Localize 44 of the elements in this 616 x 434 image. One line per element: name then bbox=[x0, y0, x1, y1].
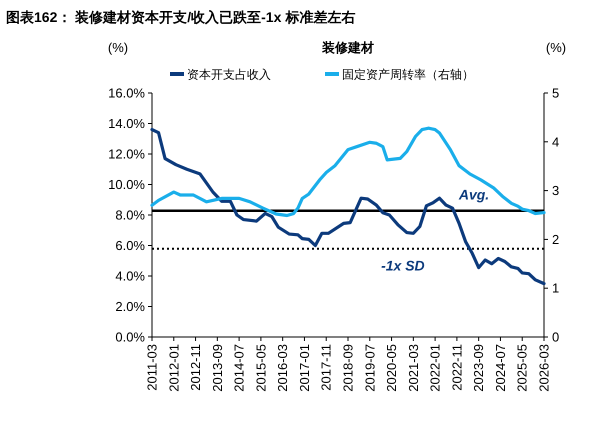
y-tick-label: 2.0% bbox=[115, 299, 146, 314]
y-tick-label: 8.0% bbox=[115, 208, 146, 222]
legend-label: 固定资产周转率（右轴） bbox=[342, 68, 474, 82]
x-tick-label: 2022-01 bbox=[428, 344, 443, 392]
x-tick-label: 2017-01 bbox=[296, 344, 312, 392]
x-tick-label: 2021-03 bbox=[406, 344, 421, 392]
x-tick-label: 2014-07 bbox=[232, 344, 247, 392]
legend-label: 资本开支占收入 bbox=[187, 68, 271, 82]
ref-line-label: Avg. bbox=[458, 186, 490, 203]
y2-tick-label: 0 bbox=[552, 330, 560, 344]
y2-tick-label: 3 bbox=[552, 183, 560, 198]
y-tick-label: 0.0% bbox=[115, 330, 146, 344]
y2-tick-label: 2 bbox=[552, 232, 560, 247]
y-tick-label: 4.0% bbox=[115, 268, 146, 284]
line-series bbox=[150, 128, 546, 286]
x-tick-label: 2017-11 bbox=[318, 344, 334, 391]
x-tick-label: 2025-05 bbox=[514, 344, 530, 392]
x-tick-label: 2019-07 bbox=[362, 344, 378, 392]
y-tick-label: 10.0% bbox=[108, 177, 146, 192]
x-tick-label: 2023-09 bbox=[471, 344, 486, 392]
y-tick-label: 6.0% bbox=[115, 238, 146, 253]
chart-title: 图表162： 装修建材资本开支/收入已跌至-1x 标准差左右 bbox=[6, 9, 356, 25]
x-tick-label: 2012-11 bbox=[188, 344, 204, 391]
x-tick-label: 2012-01 bbox=[166, 344, 182, 392]
line-series bbox=[150, 126, 546, 218]
x-tick-label: 2018-09 bbox=[340, 344, 356, 392]
y2-tick-label: 4 bbox=[552, 134, 560, 150]
x-tick-label: 2015-05 bbox=[253, 344, 268, 392]
x-tick-label: 2011-03 bbox=[144, 344, 160, 391]
x-tick-label: 2020-05 bbox=[384, 344, 400, 392]
x-tick-label: 2016-03 bbox=[275, 344, 290, 392]
y2-tick-label: 1 bbox=[552, 280, 560, 296]
y2-axis-title: (%) bbox=[546, 40, 566, 55]
x-tick-label: 2026-03 bbox=[536, 344, 552, 392]
y-tick-label: 16.0% bbox=[108, 86, 146, 100]
x-tick-label: 2024-07 bbox=[492, 344, 508, 392]
y-tick-label: 12.0% bbox=[108, 146, 146, 162]
x-tick-label: 2013-09 bbox=[210, 344, 225, 392]
x-tick-label: 2022-11 bbox=[449, 344, 464, 391]
y2-tick-label: 5 bbox=[552, 86, 560, 100]
y-tick-label: 14.0% bbox=[108, 116, 146, 131]
chart-subtitle: 装修建材 bbox=[321, 40, 374, 55]
ref-line-label: -1x SD bbox=[381, 258, 425, 274]
y-axis-title: (%) bbox=[108, 40, 128, 55]
